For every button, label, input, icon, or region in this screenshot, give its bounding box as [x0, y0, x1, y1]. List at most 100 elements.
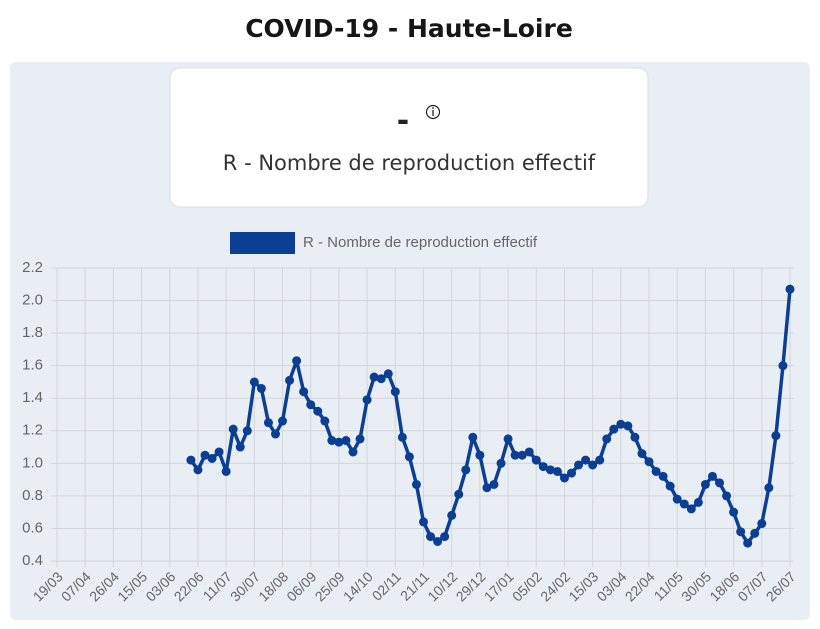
data-point [390, 387, 400, 397]
data-point [214, 447, 224, 457]
data-point [609, 424, 619, 434]
data-point [715, 478, 725, 488]
y-tick-label: 0.8 [22, 487, 43, 504]
data-point [771, 431, 781, 441]
data-point [313, 406, 323, 416]
data-point [376, 374, 386, 384]
data-point [482, 483, 492, 493]
data-point [524, 447, 534, 457]
data-point [693, 497, 703, 507]
data-point [743, 538, 753, 548]
data-point [679, 499, 689, 509]
data-point [263, 418, 273, 428]
y-tick-label: 2.0 [22, 292, 43, 309]
data-point [517, 450, 527, 460]
y-tick-label: 1.0 [22, 454, 43, 471]
data-point [750, 528, 760, 538]
data-point [658, 471, 668, 481]
data-point [630, 432, 640, 442]
data-point [602, 434, 612, 444]
data-point [510, 450, 520, 460]
data-point [531, 455, 541, 465]
y-tick-label: 1.4 [22, 389, 43, 406]
data-point [757, 519, 767, 529]
data-point [327, 436, 337, 446]
data-point [320, 416, 330, 426]
data-point [299, 387, 309, 397]
y-tick-label: 0.4 [22, 552, 43, 569]
data-point [292, 356, 302, 366]
data-point [595, 455, 605, 465]
data-point [426, 532, 436, 542]
data-point [461, 465, 471, 475]
data-point [644, 457, 654, 467]
data-point [475, 450, 485, 460]
y-tick-label: 1.2 [22, 422, 43, 439]
data-point [623, 421, 633, 431]
y-tick-label: 0.6 [22, 519, 43, 536]
data-point [256, 383, 266, 393]
data-point [341, 436, 351, 446]
data-point [270, 429, 280, 439]
data-point [186, 455, 196, 465]
data-point [235, 442, 245, 452]
data-point [193, 465, 203, 475]
data-point [700, 479, 710, 489]
data-point [468, 432, 478, 442]
data-point [722, 491, 732, 501]
header-bg [0, 0, 820, 60]
data-point [686, 504, 696, 514]
data-point [348, 447, 358, 457]
y-tick-label: 1.8 [22, 324, 43, 341]
page-title: COVID-19 - Haute-Loire [245, 14, 573, 43]
data-point [538, 462, 548, 472]
data-point [496, 458, 506, 468]
data-point [778, 361, 788, 371]
y-tick-label: 1.6 [22, 357, 43, 374]
legend-label[interactable]: R - Nombre de reproduction effectif [303, 234, 538, 251]
data-point [616, 419, 626, 429]
data-point [221, 466, 231, 476]
data-point [440, 532, 450, 542]
data-point [411, 479, 421, 489]
data-point [729, 507, 739, 517]
data-point [672, 494, 682, 504]
data-point [651, 466, 661, 476]
data-point [369, 372, 379, 382]
data-point [242, 426, 252, 436]
data-point [764, 483, 774, 493]
data-point [419, 517, 428, 527]
data-point [454, 489, 464, 499]
info-icon-dot [432, 107, 434, 109]
data-point [404, 452, 414, 462]
data-point [545, 465, 555, 475]
data-point [285, 375, 295, 385]
data-point [559, 473, 569, 483]
data-point [736, 527, 746, 537]
data-point [249, 377, 259, 387]
data-point [278, 416, 288, 426]
data-point [665, 481, 675, 491]
data-point [207, 453, 217, 463]
legend-swatch[interactable] [230, 232, 295, 254]
data-point [200, 450, 210, 460]
data-point [489, 479, 499, 489]
card [169, 67, 649, 208]
data-point [637, 449, 647, 459]
card-label: R - Nombre de reproduction effectif [223, 151, 596, 175]
data-point [334, 437, 344, 447]
info-icon[interactable] [425, 104, 441, 120]
data-point [228, 424, 238, 434]
data-point [588, 460, 598, 470]
data-point [707, 471, 717, 481]
data-point [397, 432, 407, 442]
data-point [567, 468, 577, 478]
data-point [447, 510, 457, 520]
data-point [433, 536, 443, 546]
data-point [362, 395, 372, 405]
data-point [552, 466, 562, 476]
data-point [306, 400, 316, 410]
data-point [785, 284, 795, 294]
